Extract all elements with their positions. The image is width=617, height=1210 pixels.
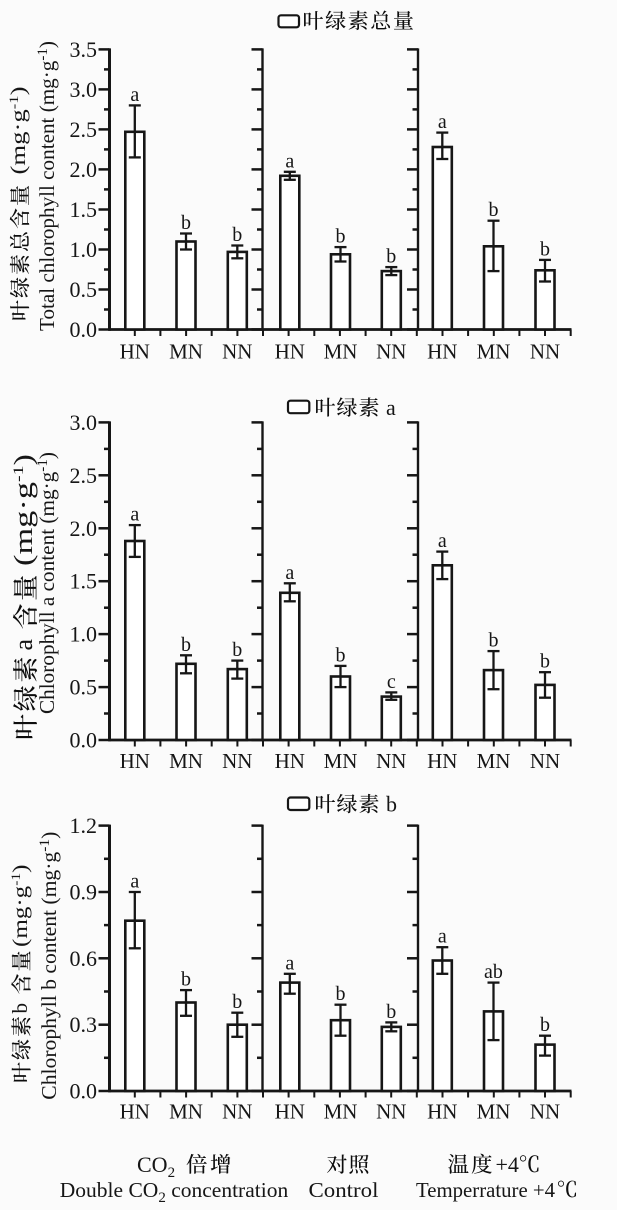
svg-text:Double CO2 concentration: Double CO2 concentration [60, 1178, 289, 1206]
svg-text:0.5: 0.5 [70, 277, 98, 302]
svg-text:2.0: 2.0 [70, 157, 98, 182]
svg-text:Chlorophyll b content (mg·g-1): Chlorophyll b content (mg·g-1) [37, 832, 61, 1100]
svg-text:NN: NN [530, 749, 560, 773]
svg-text:3.0: 3.0 [70, 77, 98, 102]
svg-text:MN: MN [477, 1100, 511, 1124]
svg-text:b: b [232, 224, 242, 246]
svg-text:HN: HN [120, 1100, 150, 1124]
svg-text:NN: NN [222, 749, 252, 773]
svg-text:NN: NN [222, 1100, 252, 1124]
svg-text:b: b [336, 983, 346, 1005]
svg-text:a: a [130, 84, 139, 106]
svg-text:0.0: 0.0 [70, 317, 98, 342]
svg-text:1.2: 1.2 [70, 813, 98, 838]
svg-text:MN: MN [324, 340, 358, 364]
svg-text:HN: HN [275, 1100, 305, 1124]
svg-text:NN: NN [376, 340, 406, 364]
svg-text:MN: MN [477, 340, 511, 364]
svg-text:3.5: 3.5 [70, 37, 98, 62]
svg-text:b: b [489, 630, 499, 652]
svg-text:+4: +4 [496, 1152, 519, 1177]
svg-text:ab: ab [484, 961, 503, 983]
svg-text:HN: HN [275, 340, 305, 364]
svg-text:1.0: 1.0 [70, 237, 98, 262]
svg-text:b: b [489, 199, 499, 221]
svg-text:0.6: 0.6 [70, 946, 98, 971]
svg-text:2.5: 2.5 [70, 117, 98, 142]
svg-text:a: a [438, 530, 447, 552]
svg-text:a: a [386, 395, 396, 420]
svg-text:a: a [285, 952, 294, 974]
svg-text:2.5: 2.5 [70, 463, 98, 488]
svg-text:b: b [181, 634, 191, 656]
svg-text:a: a [285, 562, 294, 584]
svg-text:MN: MN [324, 749, 358, 773]
svg-text:MN: MN [477, 749, 511, 773]
svg-text:Control: Control [309, 1178, 379, 1202]
svg-text:b: b [540, 1014, 550, 1036]
svg-text:2.0: 2.0 [70, 516, 98, 541]
svg-text:a: a [438, 926, 447, 948]
svg-text:b: b [181, 969, 191, 991]
svg-text:b: b [232, 991, 242, 1013]
svg-text:b: b [336, 226, 346, 248]
svg-text:NN: NN [530, 340, 560, 364]
svg-text:Total chlorophyll content (mg·: Total chlorophyll content (mg·g-1) [35, 41, 59, 331]
svg-text:MN: MN [169, 1100, 203, 1124]
svg-text:NN: NN [530, 1100, 560, 1124]
svg-text:b: b [8, 1003, 32, 1014]
svg-text:b: b [540, 238, 550, 260]
svg-text:b: b [232, 639, 242, 661]
svg-text:1.0: 1.0 [70, 622, 98, 647]
svg-text:b: b [336, 644, 346, 666]
svg-text:b: b [386, 246, 396, 268]
svg-text:MN: MN [169, 749, 203, 773]
svg-text:1.5: 1.5 [70, 197, 98, 222]
svg-text:a: a [130, 504, 139, 526]
svg-text:a: a [438, 111, 447, 133]
svg-text:NN: NN [376, 1100, 406, 1124]
svg-text:Chlorophyll a content (mg·g-1): Chlorophyll a content (mg·g-1) [35, 452, 59, 714]
svg-text:a: a [130, 871, 139, 893]
svg-text:0.5: 0.5 [70, 675, 98, 700]
svg-text:b: b [181, 212, 191, 234]
svg-text:HN: HN [275, 749, 305, 773]
svg-text:NN: NN [376, 749, 406, 773]
svg-text:MN: MN [169, 340, 203, 364]
svg-text:1.5: 1.5 [70, 569, 98, 594]
svg-text:HN: HN [120, 340, 150, 364]
svg-text:0.3: 0.3 [70, 1012, 98, 1037]
svg-text:b: b [386, 1001, 396, 1023]
svg-text:a: a [285, 150, 294, 172]
svg-text:0.9: 0.9 [70, 880, 98, 905]
svg-text:HN: HN [427, 1100, 457, 1124]
svg-text:a: a [9, 639, 38, 651]
svg-text:HN: HN [427, 340, 457, 364]
svg-text:0.0: 0.0 [70, 728, 98, 753]
svg-text:3.0: 3.0 [70, 410, 98, 435]
svg-text:c: c [387, 671, 396, 693]
svg-text:HN: HN [120, 749, 150, 773]
svg-text:b: b [386, 792, 397, 817]
svg-text:MN: MN [324, 1100, 358, 1124]
svg-text:0.0: 0.0 [70, 1079, 98, 1104]
svg-text:b: b [540, 651, 550, 673]
svg-text:HN: HN [427, 749, 457, 773]
svg-text:NN: NN [222, 340, 252, 364]
svg-text:Temperrature +4: Temperrature +4 [416, 1178, 555, 1202]
